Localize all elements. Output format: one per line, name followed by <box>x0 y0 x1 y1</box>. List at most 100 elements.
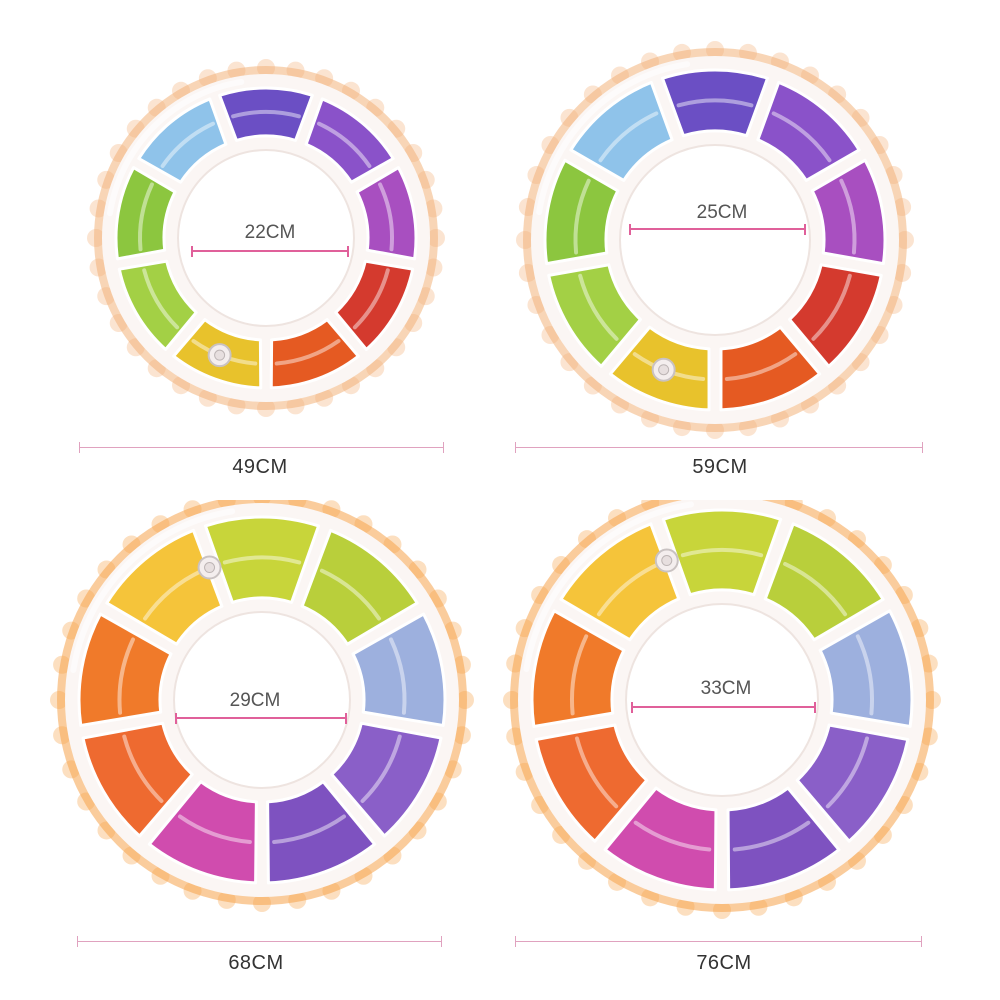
swim-ring-image <box>50 500 474 912</box>
rim-bump <box>288 890 307 909</box>
rim-bump <box>227 396 246 415</box>
segment-highlight <box>222 555 302 565</box>
rim-bump <box>919 654 938 673</box>
segment-highlight <box>811 273 852 341</box>
rim-bump <box>427 229 445 247</box>
rim-bump <box>527 295 546 314</box>
ring-segment <box>818 609 914 728</box>
outer-diameter-label: 49CM <box>232 456 288 478</box>
segment-highlight <box>378 182 394 252</box>
segment-highlight <box>676 98 754 108</box>
swim-ring-59cm: 25CM 59CM <box>500 0 1000 500</box>
rim-bump <box>183 881 202 900</box>
swim-ring-image <box>87 59 445 417</box>
rim-bump <box>424 199 443 218</box>
ring-segment <box>355 166 418 261</box>
rim-bump <box>198 69 217 88</box>
ring-segment <box>77 612 173 727</box>
ring-hole <box>619 144 811 336</box>
ring-segment <box>756 80 861 182</box>
ring-segment <box>269 318 360 390</box>
rim-bump <box>738 43 757 62</box>
segment-highlight <box>825 736 869 809</box>
segment-highlight <box>839 178 857 255</box>
segment-highlight <box>783 561 848 617</box>
rim-bump <box>884 166 903 185</box>
ring-segment <box>559 522 681 642</box>
inner-diameter-line <box>631 702 816 713</box>
rim-bump <box>641 52 660 71</box>
ring-segment <box>763 522 885 642</box>
rim-bump <box>62 760 81 779</box>
outer-diameter-label: 76CM <box>696 952 752 974</box>
rim-bump <box>923 691 941 709</box>
rim-bump <box>673 418 692 437</box>
ring-segment <box>726 786 841 892</box>
gloss-highlight <box>106 78 245 217</box>
valve-cap <box>658 364 670 376</box>
ring-segment <box>719 325 822 412</box>
swim-ring-68cm: 29CM 68CM <box>0 500 500 1000</box>
segment-highlight <box>724 352 798 381</box>
segment-highlight <box>178 814 252 844</box>
segment-highlight <box>117 637 135 715</box>
rim-bump <box>198 388 217 407</box>
segment-highlight <box>352 268 390 330</box>
ring-segment <box>203 515 321 604</box>
ring-segment <box>114 166 177 261</box>
segment-highlight <box>573 178 591 255</box>
inner-diameter-line <box>629 224 806 235</box>
segment-highlight <box>732 820 811 852</box>
rim-bump <box>452 726 471 745</box>
rim-bump <box>518 263 537 282</box>
ring-segment <box>304 97 395 184</box>
swim-ring-76cm: 33CM 76CM <box>500 500 1000 1000</box>
segment-highlight <box>231 110 301 119</box>
ring-hole <box>173 611 351 789</box>
segment-highlight <box>360 734 402 803</box>
ring-segment <box>547 263 642 368</box>
segment-highlight <box>570 634 589 716</box>
segment-highlight <box>596 561 661 617</box>
rim-bump <box>770 52 789 71</box>
segment-highlight <box>575 736 619 809</box>
rim-bump <box>910 762 929 781</box>
segment-highlight <box>389 637 407 715</box>
rim-bump <box>53 726 72 745</box>
rim-bump <box>87 229 105 247</box>
segment-highlight <box>771 111 832 163</box>
rim-bump <box>286 396 305 415</box>
rim-bump <box>322 500 341 519</box>
rim-bump <box>896 231 914 249</box>
inner-diameter-line <box>191 246 349 257</box>
ring-segment <box>661 508 783 597</box>
segment-highlight <box>319 568 381 621</box>
segment-highlight <box>680 548 764 558</box>
ring-segment <box>330 721 443 838</box>
ring-segment <box>137 97 228 184</box>
outer-diameter-label: 59CM <box>692 456 748 478</box>
segment-highlight <box>160 121 216 168</box>
ring-segment <box>218 86 314 142</box>
inner-diameter-line <box>175 713 347 724</box>
rim-bump <box>910 619 929 638</box>
rim-bump <box>286 61 305 80</box>
rim-bump <box>53 655 72 674</box>
rim-bump <box>515 762 534 781</box>
rim-bump <box>673 43 692 62</box>
rim-bump <box>416 287 435 306</box>
rim-bump <box>257 399 275 417</box>
rim-bump <box>97 170 116 189</box>
segment-highlight <box>142 268 180 330</box>
rim-bump <box>770 409 789 428</box>
segment-highlight <box>633 820 712 852</box>
rim-bump <box>315 388 334 407</box>
rim-bump <box>89 258 108 277</box>
inner-diameter-label: 22CM <box>244 222 296 243</box>
rim-bump <box>676 897 695 916</box>
outer-diameter-line <box>79 442 444 453</box>
segment-highlight <box>316 121 372 168</box>
outer-diameter-line <box>515 936 922 947</box>
rim-bump <box>893 263 912 282</box>
rim-bump <box>452 655 471 674</box>
